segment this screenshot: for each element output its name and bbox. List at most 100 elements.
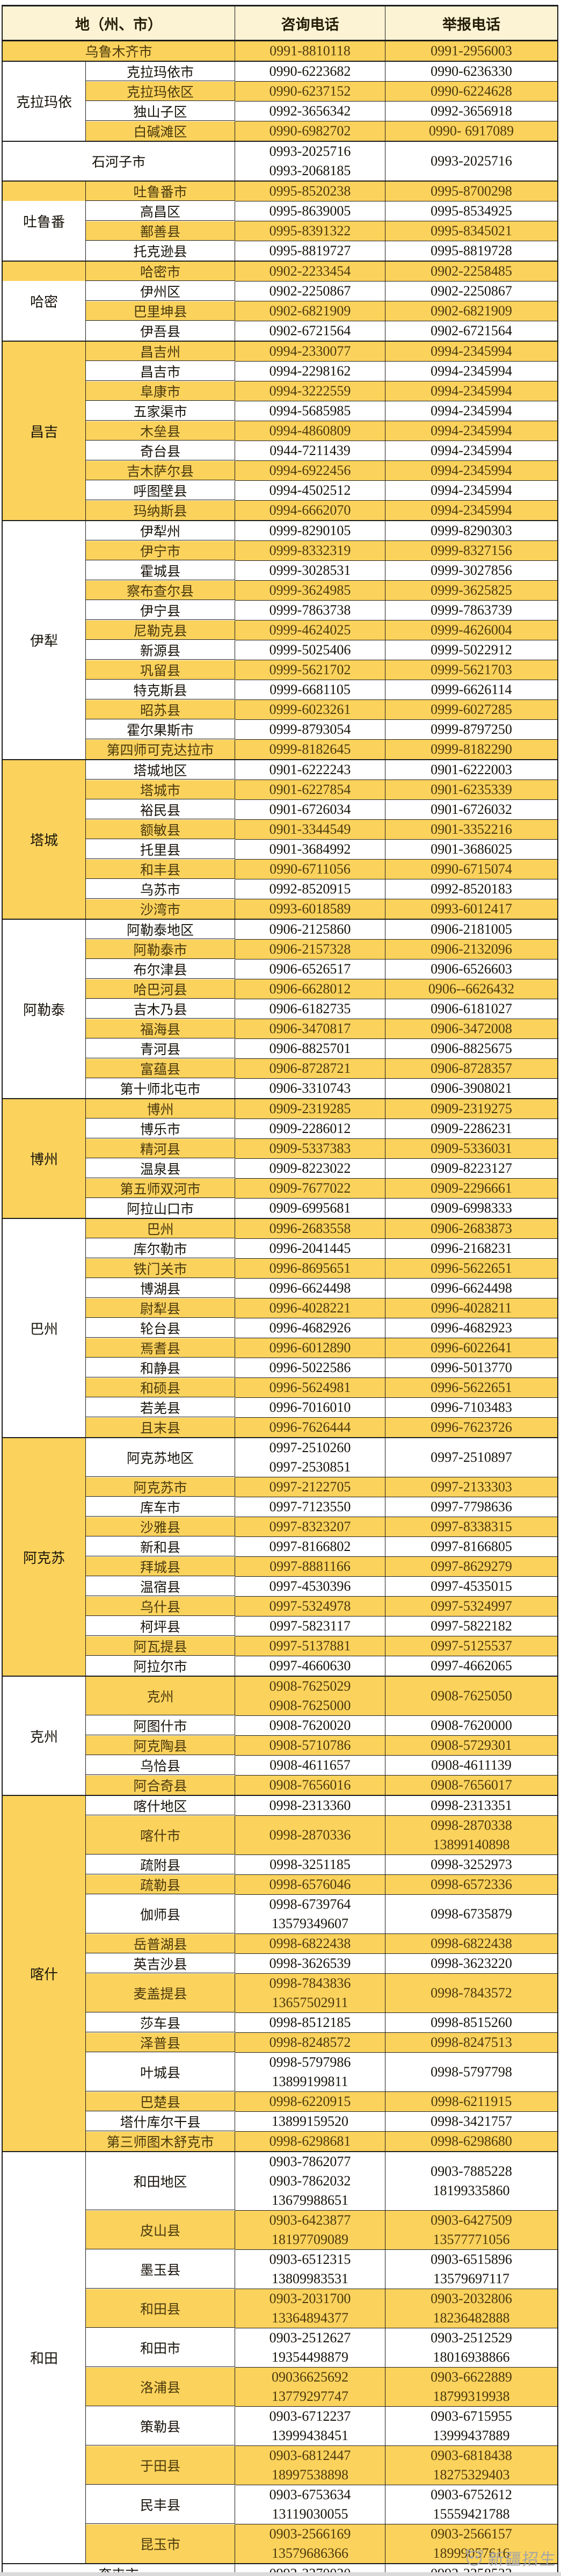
report-phone-cell: 0991-2956003 [385, 41, 557, 61]
consult-phone-cell: 0997-2510260 0997-2530851 [235, 1438, 385, 1477]
report-phone-cell: 0999-4626004 [385, 620, 557, 640]
phone-line: 0994-2345994 [431, 502, 512, 518]
district-name-cell: 库车市 [86, 1497, 235, 1517]
report-phone-cell: 0996-6624498 [385, 1279, 557, 1298]
region-group-塔城: 塔城 塔城地区 0901-6222243 0901-6222003 塔城市 0901-62… [3, 759, 557, 919]
region-group-label: 博州 [3, 1099, 86, 1218]
report-phone-cell: 0903-6515896 13579697117 [385, 2250, 557, 2289]
phone-line: 0997-8166802 [269, 1539, 351, 1554]
district-name-cell: 巴里坤县 [86, 301, 235, 321]
phone-line: 0906-3908021 [431, 1080, 512, 1096]
district-name-cell: 呼图壁县 [86, 481, 235, 500]
district-name-cell: 博乐市 [86, 1119, 235, 1138]
phone-line: 0999-6681105 [269, 682, 351, 697]
district-name-cell: 乌恰县 [86, 1756, 235, 1775]
district-name-cell: 于田县 [86, 2446, 235, 2485]
phone-line: 0999-6023261 [269, 702, 351, 717]
phone-line: 0992-3656918 [431, 103, 512, 119]
district-name-cell: 和硕县 [86, 1378, 235, 1397]
phone-line: 0908-7656016 [269, 1777, 351, 1793]
report-phone-cell: 0997-8629279 [385, 1557, 557, 1577]
report-phone-cell: 0909-2296661 [385, 1179, 557, 1199]
phone-line: 0903-6512315 [269, 2252, 351, 2267]
phone-line: 0996-7103483 [431, 1399, 512, 1415]
report-phone-cell: 0906-8825675 [385, 1039, 557, 1059]
consult-phone-cell: 0990-6982702 [235, 121, 385, 141]
district-name-cell: 沙雅县 [86, 1517, 235, 1536]
region-group-吐鲁番: 吐鲁番 吐鲁番市 0995-8520238 0995-8700298 高昌区 0995-8… [3, 181, 557, 261]
consult-phone-cell: 0996-2041445 [235, 1239, 385, 1259]
report-phone-cell: 0998-3421757 [385, 2112, 557, 2132]
region-group-label: 昌吉 [3, 342, 86, 520]
phone-line: 0998-5797798 [431, 2064, 512, 2080]
phone-line: 0992-8520915 [269, 881, 351, 897]
phone-line: 0909-2296661 [431, 1180, 512, 1196]
report-phone-cell: 0996-2168231 [385, 1239, 557, 1259]
phone-line: 0998-8247513 [431, 2034, 512, 2050]
consult-phone-cell: 0994-2298162 [235, 362, 385, 381]
phone-line: 0908-7620000 [431, 1718, 512, 1733]
consult-phone-cell: 0995-8819727 [235, 241, 385, 261]
report-phone-cell: 0998-2313351 [385, 1796, 557, 1816]
district-name-cell: 轮台县 [86, 1318, 235, 1338]
consult-phone-cell: 0909-6995681 [235, 1199, 385, 1218]
phone-line: 0909-5336031 [431, 1141, 512, 1156]
consult-phone-cell: 0998-8512185 [235, 2013, 385, 2033]
consult-phone-cell: 0908-4611657 [235, 1756, 385, 1776]
phone-line: 0901-3352216 [431, 821, 512, 837]
district-name-cell: 巴楚县 [86, 2092, 235, 2111]
consult-phone-cell: 0999-6023261 [235, 700, 385, 720]
report-phone-cell: 0996-7623726 [385, 1418, 557, 1437]
phone-line: 0998-3623220 [431, 1956, 512, 1971]
phone-line: 0903-6753634 [269, 2487, 351, 2502]
report-phone-cell: 0997-5822182 [385, 1617, 557, 1636]
phone-line: 0903-6423877 [269, 2212, 351, 2228]
consult-phone-cell: 0906-3470817 [235, 1019, 385, 1039]
phone-line: 0990-6236330 [431, 63, 512, 79]
phone-line: 0908-7656017 [431, 1777, 512, 1793]
phone-line: 0997-4535015 [431, 1578, 512, 1594]
phone-line: 0990- 6917089 [428, 123, 514, 139]
district-name-cell: 鄯善县 [86, 221, 235, 241]
report-phone-cell: 0997-2133303 [385, 1477, 557, 1497]
phone-line: 0999-5025406 [269, 642, 351, 658]
phone-line: 0997-5324997 [431, 1598, 512, 1614]
phone-line: 0906-8728357 [431, 1060, 512, 1076]
phone-line: 0997-7123550 [269, 1499, 351, 1514]
report-phone-cell: 0997-4535015 [385, 1577, 557, 1597]
phone-line: 0999-8182645 [269, 741, 351, 757]
phone-line: 13809983531 [272, 2271, 348, 2286]
watermark: 新疆招生 [462, 2546, 557, 2570]
phone-line: 0999-4626004 [431, 622, 512, 638]
report-phone-cell: 0993-6012417 [385, 899, 557, 919]
consult-phone-cell: 0906-6182735 [235, 999, 385, 1019]
phone-line: 13899140898 [433, 1837, 510, 1852]
phone-line: 0909-5337383 [269, 1141, 351, 1156]
phone-line: 0998-6739764 [269, 1896, 351, 1912]
consult-phone-cell: 0999-4624025 [235, 620, 385, 640]
district-name-cell: 泽普县 [86, 2033, 235, 2052]
phone-line: 0998-6220915 [269, 2094, 351, 2109]
phone-line: 0994-2345994 [431, 383, 512, 399]
phone-line: 0996-7623726 [431, 1419, 512, 1435]
report-phone-cell: 0909-8223127 [385, 1159, 557, 1179]
district-name-cell: 第十师北屯市 [86, 1079, 235, 1098]
consult-phone-cell: 0997-7123550 [235, 1497, 385, 1517]
phone-line: 0906--6626432 [428, 981, 515, 997]
consult-phone-cell: 0996-4028221 [235, 1298, 385, 1318]
phone-line: 0998-2313351 [431, 1798, 512, 1813]
report-phone-cell: 0996-4028211 [385, 1298, 557, 1318]
report-phone-cell: 0997-8166805 [385, 1537, 557, 1557]
phone-line: 0909-6995681 [269, 1200, 351, 1216]
consult-phone-cell: 0999-8290105 [235, 521, 385, 541]
phone-line: 0996-4028221 [269, 1300, 351, 1316]
district-name-cell: 塔城市 [86, 780, 235, 799]
phone-line: 13577771056 [433, 2232, 510, 2247]
consult-phone-cell: 0992-8520915 [235, 879, 385, 899]
phone-line: 0906-3470817 [269, 1021, 351, 1036]
phone-line: 0906-6526603 [431, 961, 512, 977]
region-span-row: 乌鲁木齐市 0991-8810118 0991-2956003 [3, 41, 557, 61]
report-phone-cell: 0994-2345994 [385, 501, 557, 520]
district-name-cell: 托克逊县 [86, 241, 235, 261]
